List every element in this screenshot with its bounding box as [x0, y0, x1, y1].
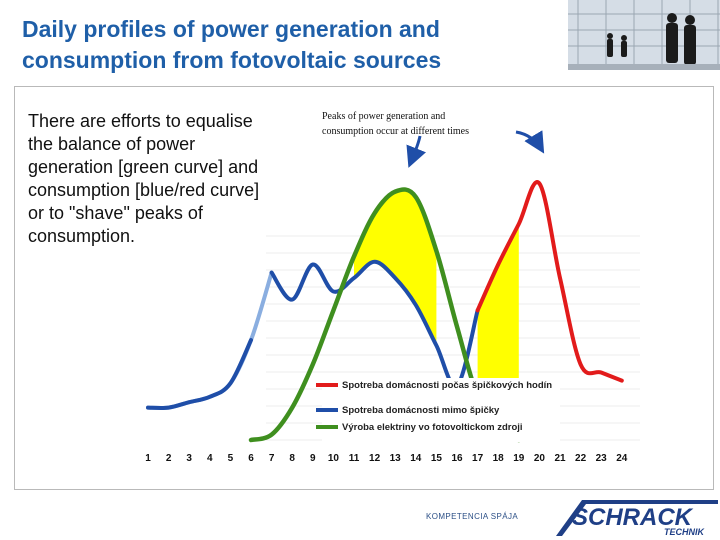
x-tick-label: 21 [554, 453, 566, 464]
x-tick-label: 11 [349, 453, 360, 464]
logo-word: SCHRACK [572, 504, 694, 531]
legend: Spotreba domácnosti počas špičkových hod… [316, 378, 560, 442]
logo-subword: TECHNIK [664, 527, 705, 537]
x-tick-label: 3 [186, 453, 192, 464]
series-offpeak [269, 259, 480, 389]
business-people-photo [568, 0, 720, 70]
x-tick-label: 12 [369, 453, 381, 464]
x-tick-label: 20 [534, 453, 546, 464]
x-tick-label: 10 [328, 453, 340, 464]
x-tick-label: 22 [575, 453, 587, 464]
x-tick-label: 6 [248, 453, 254, 464]
x-tick-label: 8 [289, 453, 295, 464]
legend-box [322, 378, 560, 442]
x-tick-label: 13 [390, 453, 402, 464]
slide-title: Daily profiles of power generation and c… [22, 14, 562, 76]
x-tick-label: 19 [513, 453, 525, 464]
generation-surplus-area [354, 189, 437, 346]
footer-slogan: KOMPETENCIA SPÁJA [426, 512, 519, 521]
body-text: There are efforts to equalise the balanc… [28, 111, 260, 246]
x-tick-label: 23 [596, 453, 608, 464]
legend-label: Spotreba domácnosti mimo špičky [342, 405, 500, 416]
content-frame [14, 86, 714, 490]
x-tick-label: 9 [310, 453, 316, 464]
footer: KOMPETENCIA SPÁJA SCHRACK TECHNIK [420, 496, 720, 540]
annotation-arrow-generation [406, 135, 426, 168]
series-offpeak-start [146, 338, 253, 410]
x-tick-label: 2 [166, 453, 172, 464]
x-tick-label: 4 [207, 453, 213, 464]
x-tick-label: 7 [269, 453, 275, 464]
annotation-line-1: Peaks of power generation and [322, 111, 445, 122]
series-early-consumption [146, 270, 274, 410]
schrack-logo: SCHRACK TECHNIK [556, 500, 718, 537]
x-tick-label: 18 [493, 453, 505, 464]
legend-label: Výroba elektriny vo fotovoltickom zdroji [342, 422, 523, 433]
x-tick-label: 15 [431, 453, 443, 464]
x-tick-label: 24 [616, 453, 628, 464]
series-peak [475, 180, 624, 383]
title-line-1: Daily profiles of power generation and [22, 16, 440, 42]
title-line-2: consumption from fotovoltaic sources [22, 47, 442, 73]
annotation-line-2: consumption occur at different times [322, 126, 469, 137]
x-tick-label: 14 [410, 453, 422, 464]
annotation-arrow-consumption [515, 130, 545, 154]
legend-label: Spotreba domácnosti počas špičkových hod… [342, 380, 552, 391]
x-axis-ticks: 1 2 3 4 5 6 7 8 9 10 11 12 13 14 15 16 17 18 19 20 21 22 23 24 [145, 453, 628, 464]
x-tick-label: 16 [451, 453, 463, 464]
x-tick-label: 17 [472, 453, 484, 464]
x-tick-label: 5 [228, 453, 234, 464]
x-tick-label: 1 [145, 453, 151, 464]
